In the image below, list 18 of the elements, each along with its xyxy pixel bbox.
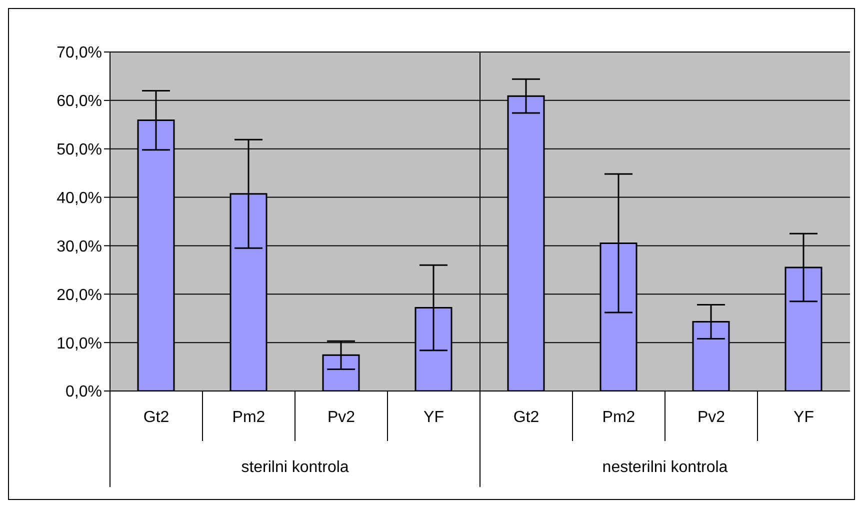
- y-tick-label: 0,0%: [66, 384, 102, 401]
- y-tick-label: 20,0%: [56, 286, 102, 304]
- x-tick-label: YF: [424, 409, 444, 426]
- y-tick-label: 60,0%: [56, 93, 102, 110]
- y-tick-label: 70,0%: [56, 44, 102, 62]
- x-tick-label: Pm2: [232, 409, 266, 426]
- x-tick-label: Pm2: [602, 409, 636, 426]
- y-tick-label: 10,0%: [56, 335, 102, 352]
- x-tick-label: YF: [794, 409, 814, 426]
- text: nesterilni kontrola: [602, 459, 728, 476]
- y-tick-label: 40,0%: [56, 190, 102, 207]
- text: sterilni kontrola: [241, 459, 349, 476]
- x-tick-label: Pv2: [327, 409, 356, 426]
- y-tick-label: 30,0%: [56, 238, 102, 256]
- x-tick-label: Pv2: [697, 409, 726, 426]
- x-tick-label: Gt2: [143, 409, 170, 426]
- y-tick-label: 50,0%: [56, 142, 102, 159]
- x-tick-label: Gt2: [513, 409, 540, 426]
